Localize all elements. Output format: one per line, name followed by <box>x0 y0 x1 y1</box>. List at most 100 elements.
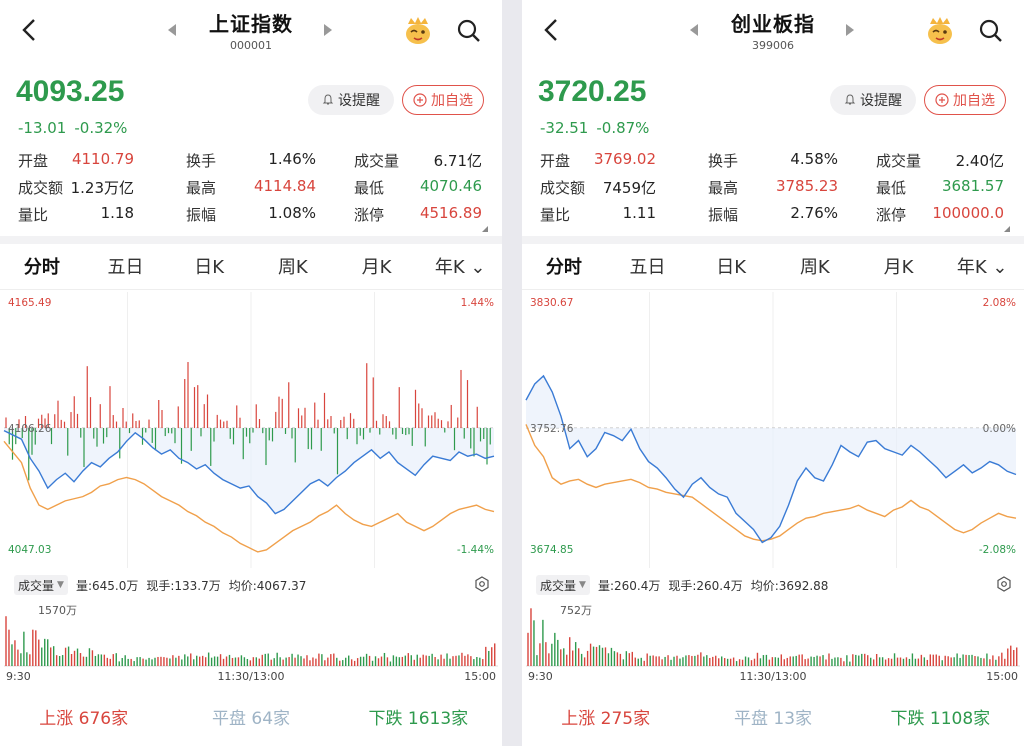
price-change: -13.01 -0.32% <box>18 119 135 137</box>
tab-5[interactable]: 年K ⌄ <box>956 257 1008 278</box>
stat-cell: 最低 3681.57 <box>876 177 1004 198</box>
time-mid-label: 11:30/13:00 <box>739 670 806 683</box>
tab-1[interactable]: 五日 <box>629 257 666 278</box>
falling-label: 下跌 <box>890 708 925 729</box>
stat-label: 换手 <box>186 152 217 170</box>
stat-value: 3681.57 <box>941 177 1004 195</box>
time-end-label: 15:00 <box>464 670 496 683</box>
tab-2[interactable]: 日K <box>194 257 225 278</box>
volume-value: 量:645.0万 <box>75 578 139 593</box>
pct-bottom-label: -1.44% <box>457 544 494 556</box>
tab-0[interactable]: 分时 <box>545 257 582 278</box>
stat-value: 4110.79 <box>71 150 134 168</box>
pct-mid-label: 0.00% <box>983 423 1016 435</box>
stat-value: 7459亿 <box>602 179 656 197</box>
search-icon[interactable] <box>978 18 1004 44</box>
stat-cell: 成交额 1.23万亿 <box>18 177 134 198</box>
stat-cell: 最低 4070.46 <box>354 177 482 198</box>
stats-row: 量比 1.18 振幅 1.08% 涨停 4516.89 <box>18 201 484 228</box>
rising-count: 上涨 275家 <box>522 704 689 729</box>
set-alert-button[interactable]: 设提醒 <box>830 85 916 115</box>
gear-icon[interactable] <box>474 576 490 592</box>
y-axis-top-label: 3830.67 <box>530 297 573 309</box>
intraday-chart[interactable]: 4165.49 4106.26 4047.03 1.44% -1.44% <box>0 292 502 568</box>
search-icon[interactable] <box>456 18 482 44</box>
mascot-icon[interactable] <box>402 14 434 46</box>
add-watchlist-button[interactable]: 加自选 <box>402 85 484 115</box>
stat-value: 1.46% <box>268 150 316 168</box>
rising-count: 上涨 676家 <box>0 704 167 729</box>
pct-bottom-label: -2.08% <box>979 544 1016 556</box>
time-start-label: 9:30 <box>528 670 553 683</box>
stat-label: 涨停 <box>876 206 907 224</box>
gear-icon[interactable] <box>996 576 1012 592</box>
stat-value: 6.71亿 <box>433 152 482 170</box>
back-arrow-icon[interactable] <box>18 16 42 44</box>
title-block: 上证指数 000001 <box>0 8 502 52</box>
expand-corner-icon[interactable] <box>1004 226 1010 232</box>
change-percent: -0.32% <box>74 119 128 137</box>
next-index-arrow[interactable] <box>324 24 332 36</box>
volume-value: 量:260.4万 <box>597 578 661 593</box>
pct-top-label: 1.44% <box>461 297 494 309</box>
tab-5[interactable]: 年K ⌄ <box>434 257 486 278</box>
stat-label: 成交量 <box>876 152 922 170</box>
y-axis-bottom-label: 3674.85 <box>530 544 573 556</box>
tab-4[interactable]: 月K <box>361 257 392 278</box>
tab-4[interactable]: 月K <box>883 257 914 278</box>
tab-3[interactable]: 周K <box>277 257 308 278</box>
stat-label: 最高 <box>186 179 217 197</box>
back-arrow-icon[interactable] <box>540 16 564 44</box>
stat-value: 2.40亿 <box>955 152 1004 170</box>
current-hand-value: 现手:260.4万 <box>668 578 743 593</box>
period-tabs: 分时 五日 日K 周K 月K 年K ⌄ <box>522 248 1024 288</box>
stat-value: 4.58% <box>790 150 838 168</box>
stat-cell: 成交量 2.40亿 <box>876 150 1004 171</box>
flat-label: 平盘 <box>733 708 768 729</box>
stat-label: 量比 <box>540 206 571 224</box>
time-end-label: 15:00 <box>986 670 1018 683</box>
add-watchlist-button[interactable]: 加自选 <box>924 85 1006 115</box>
market-breadth: 上涨 275家 平盘 13家 下跌 1108家 <box>522 700 1024 732</box>
tab-0[interactable]: 分时 <box>23 257 60 278</box>
expand-corner-icon[interactable] <box>482 226 488 232</box>
average-price-line <box>3 440 495 553</box>
volume-max-label: 1570万 <box>38 604 77 617</box>
falling-count: 下跌 1613家 <box>335 704 502 729</box>
volume-max-label: 752万 <box>560 604 592 617</box>
flat-count: 平盘 13家 <box>689 704 856 729</box>
tab-underline <box>0 289 502 290</box>
stats-row: 成交额 1.23万亿 最高 4114.84 最低 4070.46 <box>18 174 484 201</box>
flat-label: 平盘 <box>211 708 246 729</box>
set-alert-button[interactable]: 设提醒 <box>308 85 394 115</box>
mascot-icon[interactable] <box>924 14 956 46</box>
prev-index-arrow[interactable] <box>168 24 176 36</box>
indicator-select[interactable]: 成交量 ▼ <box>14 575 68 595</box>
average-price-value: 均价:4067.37 <box>228 578 307 593</box>
market-breadth: 上涨 676家 平盘 64家 下跌 1613家 <box>0 700 502 732</box>
flat-value: 13家 <box>773 708 813 729</box>
stat-label: 成交额 <box>18 179 64 197</box>
y-axis-top-label: 4165.49 <box>8 297 51 309</box>
stats-grid: 开盘 4110.79 换手 1.46% 成交量 6.71亿 成交额 1.23万亿 最高 4114.… <box>18 147 484 228</box>
stat-value: 1.08% <box>268 204 316 222</box>
tab-underline <box>522 289 1024 290</box>
stat-label: 最低 <box>876 179 907 197</box>
indicator-select-label: 成交量 <box>540 578 577 593</box>
header: 上证指数 000001 <box>0 0 502 62</box>
intraday-chart[interactable]: 3830.67 3752.76 3674.85 2.08% 0.00% -2.08% <box>522 292 1024 568</box>
next-index-arrow[interactable] <box>846 24 854 36</box>
stat-cell: 开盘 3769.02 <box>540 150 656 171</box>
stat-cell: 量比 1.11 <box>540 204 656 225</box>
prev-index-arrow[interactable] <box>690 24 698 36</box>
price-area <box>4 428 494 514</box>
tab-1[interactable]: 五日 <box>107 257 144 278</box>
rising-value: 676家 <box>78 708 129 729</box>
tab-2[interactable]: 日K <box>716 257 747 278</box>
index-panel-sse: 上证指数 000001 4093.25 -13.01 -0.32% 设提醒 加自选… <box>0 0 502 746</box>
indicator-select[interactable]: 成交量 ▼ <box>536 575 590 595</box>
stat-cell: 涨停 4516.89 <box>354 204 482 225</box>
page-title: 创业板指 <box>731 12 815 36</box>
tab-3[interactable]: 周K <box>799 257 830 278</box>
bell-icon <box>322 94 334 105</box>
